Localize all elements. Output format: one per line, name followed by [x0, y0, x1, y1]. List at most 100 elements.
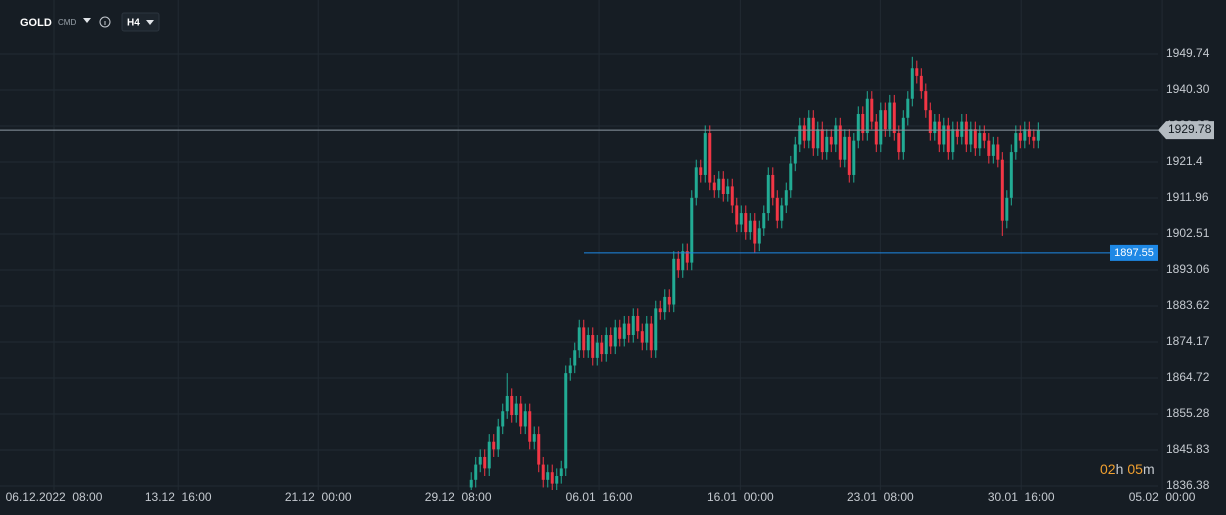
symbol-dropdown[interactable] — [83, 18, 91, 23]
toolbar: GOLD CMD H4 — [20, 12, 160, 32]
symbol[interactable]: GOLD — [20, 17, 52, 29]
y-tick-label: 1836.38 — [1166, 478, 1210, 492]
candle-body — [946, 125, 950, 153]
candle-body — [568, 365, 572, 374]
candle-body — [645, 323, 649, 343]
candle-body — [793, 144, 797, 164]
y-tick-label: 1949.74 — [1166, 46, 1210, 60]
candle-body — [609, 335, 613, 347]
candle-body — [892, 102, 896, 134]
candle-body — [739, 213, 743, 225]
y-tick-label: 1874.17 — [1166, 334, 1210, 348]
candle-body — [897, 133, 901, 153]
candle-body — [595, 342, 599, 358]
y-tick-label: 1893.06 — [1166, 262, 1210, 276]
candle-body — [1014, 133, 1018, 153]
candle-body — [676, 258, 680, 271]
candle-body — [726, 186, 730, 195]
candle-body — [564, 373, 568, 469]
x-tick-label: 23.01 08:00 — [847, 490, 914, 504]
candle-body — [546, 472, 550, 480]
candle-body — [613, 327, 617, 347]
candle-body — [685, 251, 689, 263]
candle-body — [816, 129, 820, 149]
candle-body — [582, 327, 586, 351]
candle-body — [735, 205, 739, 225]
candle-body — [717, 178, 721, 191]
last-price-box — [1158, 121, 1214, 140]
last-price-label: 1929.78 — [1168, 122, 1212, 136]
candle-body — [901, 117, 905, 153]
timeframe-button[interactable] — [121, 12, 160, 32]
candle-body — [807, 117, 811, 141]
candle-body — [843, 136, 847, 160]
candle-body — [640, 331, 644, 343]
candle-body — [753, 220, 757, 244]
candle-body — [861, 113, 865, 134]
candle-body — [1036, 129, 1040, 141]
candle-body — [721, 178, 725, 195]
candle-body — [627, 323, 631, 336]
candle-body — [766, 174, 770, 214]
candle-body — [1023, 129, 1027, 141]
candle-body — [672, 258, 676, 305]
candle-body — [618, 327, 622, 339]
x-tick-label: 21.12 00:00 — [285, 490, 352, 504]
candle-body — [915, 68, 919, 76]
candle-body — [852, 140, 856, 175]
candle-body — [910, 68, 914, 99]
candle-body — [690, 197, 694, 263]
x-tick-label: 30.01 16:00 — [988, 490, 1055, 504]
candle-body — [798, 125, 802, 145]
candle-body — [712, 182, 716, 191]
candle-body — [604, 335, 608, 355]
candle-body — [991, 144, 995, 156]
candle-body — [532, 434, 536, 442]
y-tick-label: 1911.96 — [1166, 190, 1209, 204]
x-tick-label: 16.01 00:00 — [707, 490, 774, 504]
candle-body — [474, 464, 478, 480]
candle-body — [730, 186, 734, 206]
candle-body — [708, 133, 712, 183]
candle-body — [784, 190, 788, 206]
candle-body — [703, 133, 707, 175]
x-tick-label: 06.01 16:00 — [566, 490, 633, 504]
candle-body — [667, 296, 671, 305]
candle-body — [960, 121, 964, 137]
candle-body — [478, 456, 482, 465]
candle-body — [631, 315, 635, 336]
candle-body — [996, 144, 1000, 160]
candle-body — [906, 98, 910, 118]
candle-body — [802, 125, 806, 141]
candle-body — [879, 110, 883, 145]
candle-body — [514, 403, 518, 416]
candle-body — [856, 113, 860, 141]
y-tick-label: 1845.83 — [1166, 442, 1210, 456]
candle-body — [487, 441, 491, 469]
y-tick-label: 1921.4 — [1166, 154, 1203, 168]
candle-body — [978, 133, 982, 149]
candle-body — [847, 136, 851, 175]
candle-body — [874, 121, 878, 145]
candle-body — [955, 129, 959, 137]
candle-body — [501, 411, 505, 427]
candle-body — [658, 308, 662, 313]
candle-body — [744, 213, 748, 233]
candle-body — [663, 296, 667, 313]
candle-body — [577, 327, 581, 351]
info-icon[interactable] — [99, 16, 111, 28]
candle-body — [510, 395, 514, 416]
y-tick-label: 1855.28 — [1166, 406, 1210, 420]
candle-body — [555, 476, 559, 484]
candle-body — [523, 411, 527, 427]
candle-body — [780, 205, 784, 221]
candle-body — [496, 426, 500, 450]
candle-body — [586, 335, 590, 351]
candle-body — [987, 140, 991, 156]
candle-body — [591, 335, 595, 358]
candle-body — [1009, 152, 1013, 198]
candle-body — [757, 228, 761, 244]
candle-body — [694, 167, 698, 198]
candle-body — [888, 102, 892, 130]
